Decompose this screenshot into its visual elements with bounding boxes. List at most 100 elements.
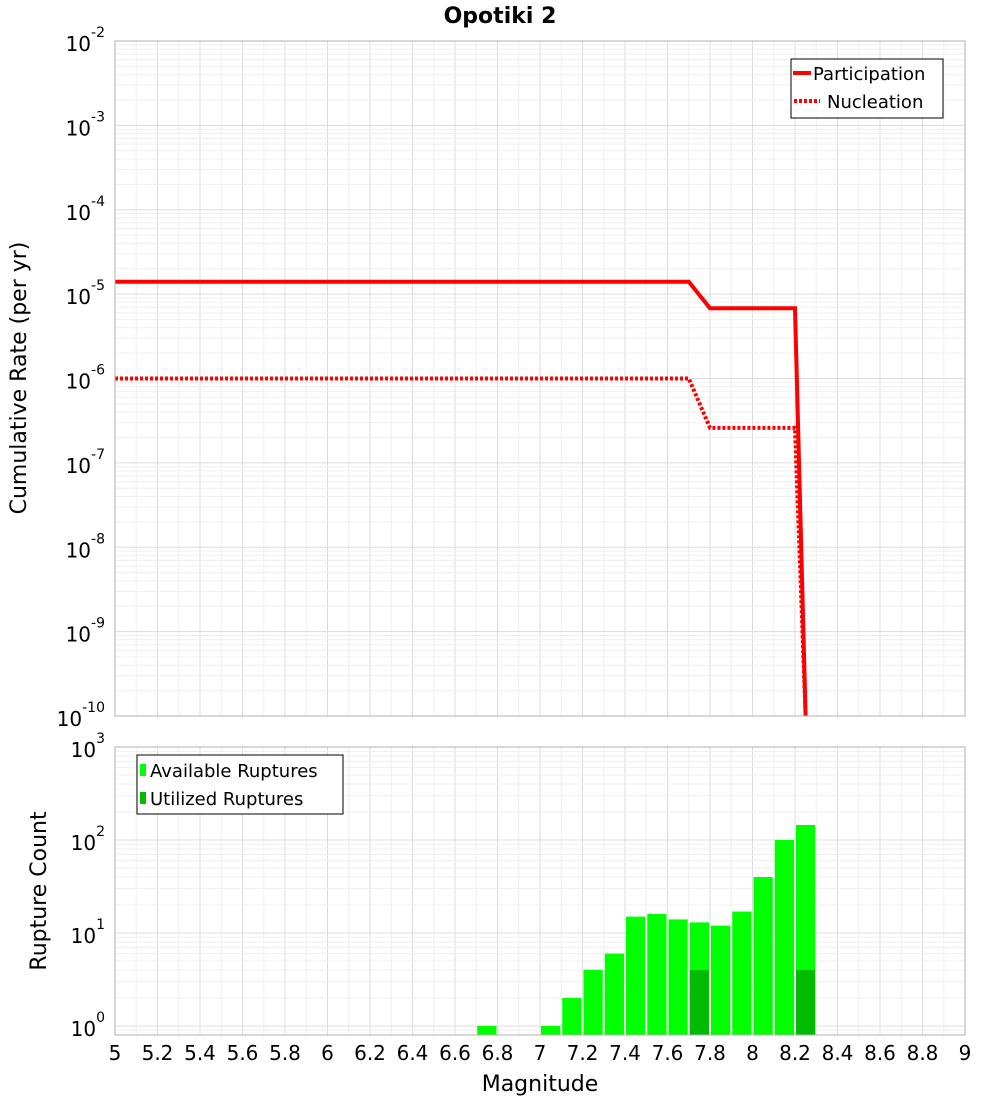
bar-available (647, 914, 667, 1035)
bottom-plot-frame (114, 746, 966, 1036)
top-y-tick-label: 10-5 (66, 278, 105, 309)
legend-nucleation-label: Nucleation (827, 92, 923, 113)
bar-available (477, 1025, 497, 1035)
x-tick-label: 7 (534, 1041, 547, 1065)
tick-exponent: -5 (91, 278, 105, 294)
tick-base: 10 (66, 201, 91, 225)
top-y-tick-label: 10-9 (66, 616, 105, 647)
tick-base: 10 (71, 1017, 96, 1041)
x-tick-label: 8.4 (822, 1041, 854, 1065)
tick-exponent: 1 (96, 917, 105, 933)
x-tick-label: 7.4 (609, 1041, 641, 1065)
bar-available (774, 839, 794, 1035)
bar-available (541, 1025, 561, 1035)
bottom-legend-box (136, 754, 344, 815)
top-y-tick-label: 10-10 (57, 700, 105, 731)
top-y-tick-label: 10-8 (66, 531, 105, 562)
bar-available (711, 925, 731, 1035)
top-y-tick-label: 10-7 (66, 447, 105, 478)
tick-exponent: 3 (96, 731, 105, 747)
x-tick-label: 5.8 (269, 1041, 301, 1065)
x-tick-label: 8.2 (779, 1041, 811, 1065)
bottom-y-axis-label: Rupture Count (27, 811, 52, 971)
bar-utilized (796, 969, 816, 1035)
tick-base: 10 (71, 831, 96, 855)
x-tick-label: 8 (746, 1041, 759, 1065)
bottom-y-tick-label: 102 (71, 824, 105, 855)
tick-base: 10 (71, 924, 96, 948)
x-tick-label: 7.2 (567, 1041, 599, 1065)
tick-base: 10 (66, 538, 91, 562)
tick-base: 10 (66, 32, 91, 56)
x-tick-label: 8.8 (907, 1041, 939, 1065)
tick-base: 10 (66, 454, 91, 478)
tick-base: 10 (71, 738, 96, 762)
top-y-tick-label: 10-6 (66, 363, 106, 394)
top-legend-box (790, 58, 944, 119)
x-tick-label: 6.4 (397, 1041, 429, 1065)
top-plot: 10-210-310-410-510-610-710-810-910-10 Cu… (7, 25, 966, 731)
tick-exponent: -10 (82, 700, 105, 716)
bar-available (562, 997, 582, 1035)
tick-exponent: -2 (91, 25, 105, 41)
tick-exponent: 0 (96, 1010, 105, 1026)
tick-base: 10 (57, 707, 82, 731)
tick-exponent: -9 (91, 616, 105, 632)
x-tick-label: 5.2 (142, 1041, 174, 1065)
legend-available-swatch (140, 764, 146, 776)
top-plot-frame (114, 40, 966, 717)
x-tick-label: 6.6 (439, 1041, 471, 1065)
tick-base: 10 (66, 285, 91, 309)
legend-participation-label: Participation (813, 64, 925, 85)
legend-utilized-swatch (140, 792, 146, 804)
x-tick-label: 5.4 (184, 1041, 216, 1065)
tick-base: 10 (66, 370, 91, 394)
top-legend: Participation Nucleation (790, 58, 944, 119)
x-tick-label: 5.6 (227, 1041, 259, 1065)
bottom-y-tick-label: 103 (71, 731, 105, 762)
bottom-y-tick-label: 100 (71, 1010, 105, 1041)
top-y-ticks: 10-210-310-410-510-610-710-810-910-10 (57, 25, 105, 731)
tick-exponent: -8 (91, 531, 105, 547)
tick-exponent: -7 (91, 447, 105, 463)
tick-base: 10 (66, 623, 91, 647)
bar-available (583, 969, 603, 1035)
x-tick-label: 6 (321, 1041, 334, 1065)
tick-exponent: -4 (91, 194, 105, 210)
x-tick-label: 7.8 (694, 1041, 726, 1065)
x-tick-label: 7.6 (652, 1041, 684, 1065)
tick-exponent: 2 (96, 824, 105, 840)
bar-available (753, 877, 773, 1035)
x-axis-label: Magnitude (482, 1072, 599, 1097)
tick-base: 10 (66, 116, 91, 140)
top-y-axis-label: Cumulative Rate (per yr) (7, 242, 32, 515)
bar-available (626, 916, 646, 1035)
top-y-tick-label: 10-2 (66, 25, 105, 56)
top-y-tick-label: 10-3 (66, 109, 105, 140)
bottom-legend: Available Ruptures Utilized Ruptures (136, 754, 344, 815)
bar-available (732, 911, 752, 1035)
legend-utilized-label: Utilized Ruptures (150, 789, 303, 810)
series-line-nucleation (115, 376, 808, 717)
chart-title: Opotiki 2 (444, 4, 557, 29)
x-tick-label: 6.8 (482, 1041, 514, 1065)
bar-utilized (689, 969, 709, 1035)
bottom-y-tick-label: 101 (71, 917, 105, 948)
bar-available (668, 919, 688, 1035)
x-tick-label: 9 (959, 1041, 972, 1065)
top-y-tick-label: 10-4 (66, 194, 106, 225)
bar-available (604, 953, 624, 1035)
x-tick-label: 6.2 (354, 1041, 386, 1065)
x-tick-label: 5 (109, 1041, 122, 1065)
bottom-x-ticks: 5 5.2 5.4 5.6 5.8 6 6.2 6.4 6.6 6.8 7 7.2 7.4 7.6 7.8 8… (109, 1041, 972, 1065)
x-tick-label: 8.6 (864, 1041, 896, 1065)
tick-exponent: -6 (91, 363, 105, 379)
bottom-bars (477, 824, 816, 1035)
top-series (115, 279, 808, 717)
tick-exponent: -3 (91, 109, 105, 125)
series-line-participation (115, 279, 808, 717)
legend-available-label: Available Ruptures (150, 761, 318, 782)
